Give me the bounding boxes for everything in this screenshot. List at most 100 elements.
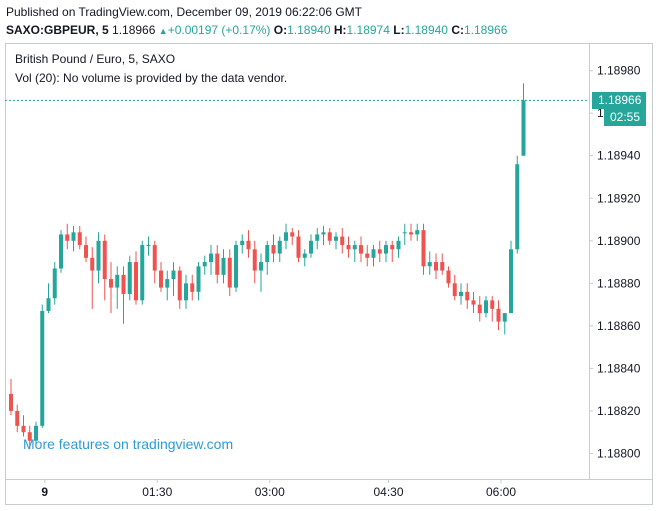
candle (427, 251, 432, 275)
candle (221, 249, 226, 284)
candle-body (421, 230, 426, 267)
high-value: 1.18974 (346, 23, 390, 37)
price-tick-label: 1.18880 (597, 276, 641, 290)
candle-body (459, 291, 463, 297)
candles-group (9, 83, 526, 450)
candle-body (284, 232, 288, 241)
candle-body (190, 283, 195, 292)
candle (77, 225, 82, 250)
candle-body (96, 240, 101, 271)
candle-body (359, 245, 363, 254)
low-label: L: (393, 23, 405, 37)
price-tick-label: 1.18860 (597, 319, 641, 333)
candle-body (427, 262, 432, 267)
candle (502, 313, 507, 335)
time-tick-label: 06:00 (486, 485, 516, 499)
last-price-tag: 1.18966 (592, 91, 646, 109)
candle-body (446, 270, 451, 284)
candle (434, 253, 438, 280)
candle (121, 266, 126, 324)
candle (265, 240, 270, 275)
price-tick-label: 1.18920 (597, 191, 641, 205)
candle-body (77, 232, 82, 246)
candle (327, 228, 332, 246)
candle (421, 223, 426, 275)
candle (109, 262, 113, 314)
candle (152, 240, 157, 284)
candle-body (9, 393, 13, 411)
candle-body (315, 234, 320, 241)
candle-body (377, 249, 382, 254)
candle-body (465, 291, 470, 301)
candle-body (471, 300, 476, 305)
more-features-link[interactable]: More features on tradingview.com (23, 436, 234, 452)
high-label: H: (333, 23, 347, 37)
candle-body (434, 262, 438, 271)
candle (365, 245, 370, 267)
symbol-label: SAXO:GBPEUR, 5 (6, 23, 109, 37)
candle (146, 236, 151, 256)
candle (9, 379, 13, 416)
candle-body (415, 230, 420, 235)
candle-body (34, 425, 38, 441)
candle (46, 283, 51, 314)
candle (252, 240, 257, 284)
candle-body (409, 232, 413, 235)
low-value: 1.18940 (404, 23, 448, 37)
candle (284, 223, 288, 250)
candle-body (252, 249, 257, 271)
candle (21, 415, 26, 437)
legend-title: British Pound / Euro, 5, SAXO (15, 52, 176, 66)
candle-body (502, 313, 507, 322)
candle (509, 240, 513, 314)
candle-body (346, 245, 351, 250)
candle-body (159, 270, 163, 288)
candle (127, 255, 132, 301)
candle (521, 83, 526, 156)
candle (71, 225, 76, 252)
candle (202, 255, 207, 275)
time-tick-label: 01:30 (142, 485, 172, 499)
candle (84, 236, 88, 263)
candle-body (21, 425, 26, 433)
candle (165, 270, 170, 301)
candle-body (265, 245, 270, 263)
candle-body (452, 283, 457, 297)
candle (471, 291, 476, 314)
price-tick-label: 1.18940 (597, 149, 641, 163)
candle (384, 240, 388, 263)
candle-body (396, 240, 401, 250)
candle (227, 249, 232, 297)
change-value: +0.00197 (+0.17%) (167, 23, 271, 37)
candle-body (65, 234, 70, 241)
open-label: O: (273, 23, 288, 37)
candle (240, 234, 245, 254)
candle-body (246, 240, 251, 250)
time-axis[interactable]: 9 01:30 03:00 04:30 06:00 (41, 479, 516, 499)
candle-body (84, 245, 88, 258)
candle (490, 296, 495, 322)
price-tick-label: 1.18800 (597, 446, 641, 460)
candle-body (209, 253, 213, 263)
candle (359, 236, 363, 263)
candle-body (440, 262, 445, 271)
candle-body (184, 283, 188, 301)
candle-body (321, 232, 326, 235)
candle (290, 228, 295, 246)
candle-body (384, 245, 388, 254)
candle-body (371, 249, 376, 258)
candle (184, 274, 188, 309)
candle-body (102, 240, 107, 280)
price-tick-label: 1.18820 (597, 404, 641, 418)
candle (371, 245, 376, 267)
candle (159, 262, 163, 292)
candle-body (309, 240, 313, 254)
candle-body (302, 253, 307, 258)
candle-body (115, 274, 120, 288)
candle (40, 304, 45, 428)
candle-body (277, 240, 282, 254)
candle (302, 249, 307, 267)
candle-body (234, 245, 238, 288)
candle-body (109, 279, 113, 288)
candle (15, 404, 20, 433)
